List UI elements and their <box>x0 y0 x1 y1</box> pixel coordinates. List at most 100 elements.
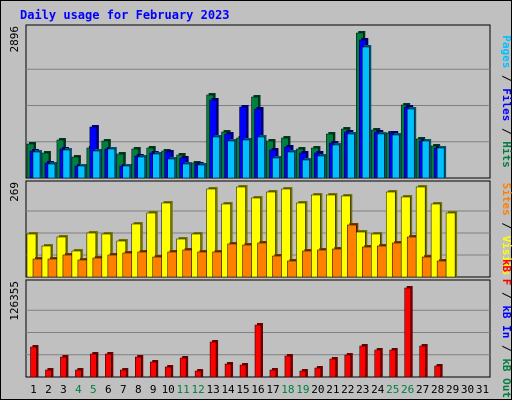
panel-hits-files-pages-axis-label: Pages / Files / Hits <box>500 35 512 168</box>
panel-hits-files-pages-max-label: 2896 <box>8 26 21 53</box>
bar-pages-day-20-face <box>317 155 325 179</box>
bar-pages-day-13 <box>212 135 222 179</box>
panel-hits-files-pages-axis-label-part: / <box>500 68 512 88</box>
bar-pages-day-9 <box>152 152 162 179</box>
x-tick-label-day-22: 22 <box>341 383 354 396</box>
bar-sites-day-12-face <box>197 251 207 278</box>
x-tick-label-day-15: 15 <box>236 383 249 396</box>
bar-visits-day-14 <box>221 202 233 278</box>
bar-visits-day-1-face <box>26 233 37 278</box>
bar-pages-day-23-face <box>362 46 370 179</box>
bar-kb-f-day-26 <box>404 286 413 378</box>
bar-visits-day-13-face <box>206 188 216 278</box>
bar-sites-day-7-face <box>122 252 133 278</box>
bar-kb-f-day-20 <box>314 366 323 378</box>
bar-kb-f-day-12 <box>194 369 204 378</box>
bar-sites-day-1-face <box>32 258 43 278</box>
bar-visits-day-21 <box>326 193 338 278</box>
bar-sites-day-2-face <box>47 258 58 278</box>
bar-visits-day-28 <box>430 202 443 278</box>
bar-pages-day-11-face <box>182 163 190 179</box>
bar-pages-day-28-face <box>436 147 445 179</box>
bar-pages-day-2-face <box>47 163 56 179</box>
bar-kb-f-day-6-face <box>105 353 112 378</box>
bar-kb-f-day-1 <box>30 345 39 378</box>
bar-pages-day-3 <box>62 148 72 179</box>
bar-pages-day-4-face <box>77 165 86 179</box>
bar-pages-day-17 <box>272 156 282 179</box>
bar-sites-day-24-face <box>377 245 387 278</box>
bar-pages-day-17-face <box>272 157 280 179</box>
bar-kb-f-day-12-face <box>194 370 202 378</box>
bar-visits-day-15-face <box>236 186 246 278</box>
bar-kb-f-day-14 <box>224 362 234 378</box>
bar-sites-day-18-face <box>287 260 297 278</box>
panel-kbytes-axis-label-part: kB F <box>500 259 512 286</box>
panel-kbytes-axis-label: kB F / kB In / kB Out <box>500 259 512 398</box>
x-tick-label-day-18: 18 <box>281 383 294 396</box>
bar-kb-f-day-16 <box>254 323 263 378</box>
bar-pages-day-23 <box>362 45 372 179</box>
x-tick-label-day-26: 26 <box>401 383 414 396</box>
bar-visits-day-10-face <box>161 202 171 278</box>
bar-kb-f-day-28 <box>434 364 443 378</box>
bar-visits-day-25-face <box>385 191 396 278</box>
x-tick-label-day-24: 24 <box>371 383 385 396</box>
bar-sites-day-19-face <box>302 250 312 278</box>
bar-pages-day-25-face <box>391 134 400 179</box>
bar-kb-f-day-3 <box>60 355 69 378</box>
bar-pages-day-1 <box>32 150 42 179</box>
bar-kb-f-day-24 <box>374 348 383 378</box>
bar-kb-f-day-2-face <box>45 369 52 378</box>
bar-visits-day-14-face <box>221 203 231 278</box>
panel-kbytes-axis-label-part: kB Out <box>500 358 512 398</box>
bar-sites-day-4-face <box>77 259 88 278</box>
panel-kbytes-axis-label-part: / <box>500 285 512 305</box>
bar-visits-day-16-face <box>251 197 261 278</box>
bar-sites-day-22-face <box>347 224 357 278</box>
bar-sites-day-27-face <box>421 256 432 278</box>
x-tick-label-day-23: 23 <box>356 383 369 396</box>
x-tick-label-day-19: 19 <box>296 383 309 396</box>
bar-visits-day-5-face <box>86 232 97 278</box>
bar-pages-day-15 <box>242 138 252 179</box>
bar-visits-day-10 <box>161 201 173 278</box>
bar-pages-day-28 <box>436 146 447 179</box>
bar-pages-day-6 <box>107 147 117 179</box>
bar-kb-f-day-15 <box>239 363 249 378</box>
x-tick-label-day-11: 11 <box>177 383 190 396</box>
bar-visits-day-18 <box>281 187 293 278</box>
bar-pages-day-1-face <box>32 151 41 179</box>
panel-hits-files-pages-axis-label-part: Files <box>500 88 512 121</box>
bar-sites-day-3-face <box>62 254 73 278</box>
x-tick-label-day-28: 28 <box>431 383 444 396</box>
bar-kb-f-day-13 <box>209 340 219 378</box>
bar-pages-day-26 <box>406 107 417 179</box>
bar-kb-f-day-17 <box>269 368 278 378</box>
bar-visits-day-9 <box>146 211 158 278</box>
bar-pages-day-24-face <box>377 133 385 179</box>
x-tick-label-day-3: 3 <box>60 383 67 396</box>
bar-sites-day-25-face <box>391 242 402 278</box>
bar-kb-f-day-16-face <box>254 324 262 378</box>
bar-pages-day-20 <box>317 154 327 179</box>
chart-title: Daily usage for February 2023 <box>20 8 230 22</box>
bar-pages-day-11 <box>182 162 192 179</box>
bar-visits-day-17-face <box>266 191 276 278</box>
bar-visits-day-15 <box>236 185 248 278</box>
bar-kb-f-day-8 <box>135 355 144 378</box>
bar-pages-day-21-face <box>332 144 340 179</box>
x-tick-label-day-2: 2 <box>45 383 52 396</box>
bar-visits-day-17 <box>266 190 278 278</box>
x-tick-label-day-31: 31 <box>476 383 489 396</box>
x-tick-label-day-27: 27 <box>416 383 429 396</box>
bar-pages-day-10 <box>167 157 177 179</box>
x-tick-label-day-30: 30 <box>461 383 474 396</box>
bar-kb-f-day-17-face <box>269 369 277 378</box>
bar-pages-day-6-face <box>107 148 116 179</box>
bar-kb-f-day-19-face <box>299 370 307 378</box>
bar-pages-day-12 <box>197 163 207 179</box>
bar-sites-day-20-face <box>317 249 327 278</box>
bar-visits-day-29 <box>445 211 458 278</box>
